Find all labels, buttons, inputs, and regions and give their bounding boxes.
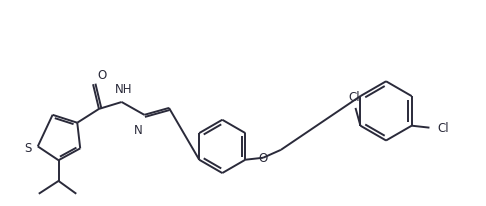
- Text: N: N: [134, 123, 142, 136]
- Text: O: O: [97, 69, 106, 82]
- Text: S: S: [24, 141, 32, 154]
- Text: NH: NH: [115, 83, 132, 96]
- Text: Cl: Cl: [437, 122, 449, 135]
- Text: Cl: Cl: [348, 91, 360, 103]
- Text: O: O: [259, 152, 268, 164]
